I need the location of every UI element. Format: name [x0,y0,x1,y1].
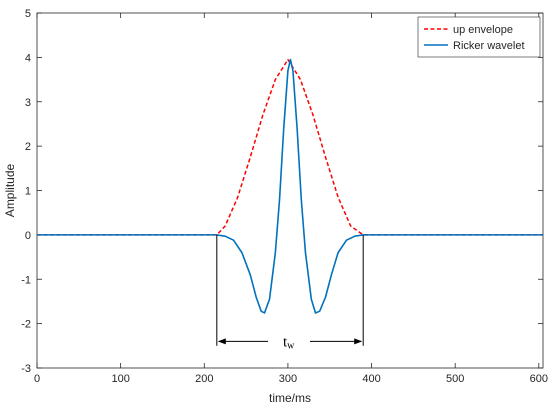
y-tick-label: 4 [25,52,31,64]
y-tick-label: -2 [21,319,31,331]
tw-label: tw [283,334,295,351]
series-line-1 [37,58,543,314]
tw-arrowhead-left [217,338,226,345]
tw-arrowhead-right [354,338,363,345]
tw-label-subscript: w [287,340,295,351]
x-tick-label: 600 [530,373,548,385]
y-axis-label: Amplitude [3,164,17,218]
tw-label-main: t [283,334,288,350]
y-tick-label: -3 [21,363,31,375]
x-tick-label: 300 [279,373,297,385]
legend-label-0: up envelope [453,24,513,36]
legend-label-1: Ricker wavelet [453,40,525,52]
plot-frame [36,12,544,369]
x-tick-label: 500 [446,373,464,385]
x-tick-label: 100 [111,373,129,385]
y-tick-label: 2 [25,141,31,153]
x-tick-label: 400 [362,373,380,385]
y-tick-label: 0 [25,230,31,242]
x-tick-label: 200 [195,373,213,385]
y-tick-label: 5 [25,8,31,20]
legend-box [417,16,541,58]
y-tick-label: 3 [25,97,31,109]
x-tick-label: 0 [34,373,40,385]
series-line-0 [37,58,543,236]
x-axis-label: time/ms [269,391,311,405]
y-tick-label: -1 [21,274,31,286]
y-tick-label: 1 [25,186,31,198]
